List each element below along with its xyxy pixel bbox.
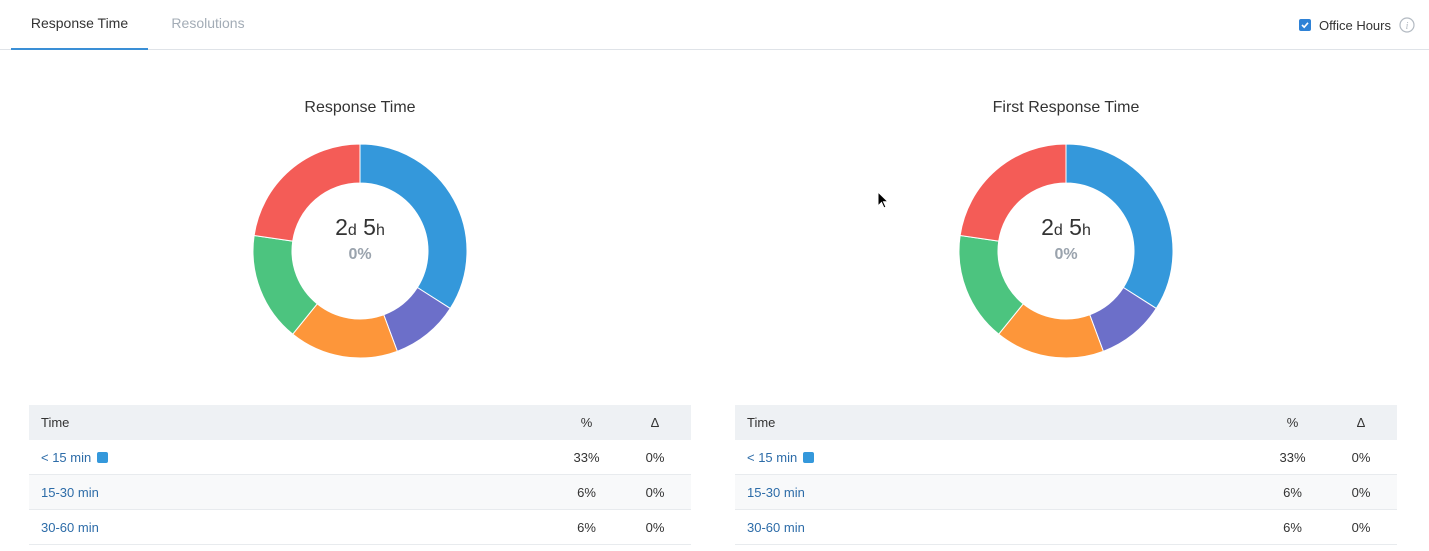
response-time-panel: Response Time 2d 5h 0% Time % Δ < 15 min… [29, 50, 691, 551]
change-percent: 0% [1054, 246, 1078, 263]
average-time-value: 2d 5h [1041, 214, 1091, 240]
donut-slice-0[interactable] [1065, 143, 1174, 310]
percent-cell: 33% [573, 450, 600, 465]
table-row: 15-30 min 6% 0% [735, 475, 1397, 510]
office-hours-toggle[interactable]: Office Hours i [1298, 16, 1415, 34]
delta-cell: 0% [645, 450, 665, 465]
percent-cell: 6% [577, 485, 596, 500]
time-bucket-link[interactable]: 30-60 min [41, 520, 99, 535]
legend-swatch [97, 452, 109, 463]
time-breakdown-table: Time % Δ < 15 min 33% 0% 15-30 min 6% 0%… [735, 405, 1397, 545]
time-bucket-cell: < 15 min [747, 440, 815, 475]
time-bucket-link[interactable]: 15-30 min [747, 485, 805, 500]
average-time-value: 2d 5h [335, 214, 385, 240]
table-header: Time % Δ [29, 405, 691, 440]
chart-title: First Response Time [992, 99, 1140, 116]
time-bucket-cell: 15-30 min [41, 475, 99, 510]
report-tabs-bar: Response Time Resolutions Office Hours i [0, 0, 1429, 50]
header-delta: Δ [650, 415, 660, 430]
time-bucket-cell: < 15 min [41, 440, 109, 475]
table-row: 30-60 min 6% 0% [735, 510, 1397, 545]
donut-center: 2d 5h 0% [998, 213, 1134, 265]
header-percent: % [1286, 415, 1299, 430]
legend-swatch [803, 452, 815, 463]
table-row: < 15 min 33% 0% [735, 440, 1397, 475]
response-time-donut-chart [252, 143, 468, 359]
info-icon[interactable]: i [1399, 17, 1415, 33]
time-bucket-cell: 15-30 min [747, 475, 805, 510]
svg-text:i: i [1406, 21, 1409, 32]
donut-slice-0[interactable] [359, 143, 468, 310]
check-icon [1301, 22, 1309, 29]
office-hours-label: Office Hours [1318, 17, 1391, 33]
header-percent: % [580, 415, 593, 430]
percent-cell: 33% [1279, 450, 1306, 465]
delta-cell: 0% [1351, 485, 1371, 500]
first-response-time-panel: First Response Time 2d 5h 0% Time % Δ < … [735, 50, 1397, 551]
table-row: 15-30 min 6% 0% [29, 475, 691, 510]
percent-cell: 6% [577, 520, 596, 535]
table-header: Time % Δ [735, 405, 1397, 440]
tab-response-time[interactable]: Response Time [11, 0, 148, 50]
time-bucket-cell: 30-60 min [41, 510, 99, 545]
time-bucket-link[interactable]: 30-60 min [747, 520, 805, 535]
office-hours-checkbox[interactable] [1298, 19, 1311, 31]
percent-cell: 6% [1283, 485, 1302, 500]
header-time: Time [41, 415, 70, 430]
first-response-time-donut-chart [958, 143, 1174, 359]
donut-slice-4[interactable] [959, 143, 1067, 242]
header-delta: Δ [1356, 415, 1366, 430]
delta-cell: 0% [645, 485, 665, 500]
delta-cell: 0% [1351, 520, 1371, 535]
change-percent: 0% [348, 246, 372, 263]
header-time: Time [747, 415, 776, 430]
time-bucket-link[interactable]: < 15 min [41, 450, 92, 465]
table-row: < 15 min 33% 0% [29, 440, 691, 475]
donut-slice-4[interactable] [253, 143, 361, 242]
time-breakdown-table: Time % Δ < 15 min 33% 0% 15-30 min 6% 0%… [29, 405, 691, 545]
mouse-cursor-icon [877, 191, 890, 209]
delta-cell: 0% [1351, 450, 1371, 465]
tab-resolutions[interactable]: Resolutions [171, 15, 245, 31]
time-bucket-link[interactable]: < 15 min [747, 450, 798, 465]
chart-title: Response Time [304, 99, 416, 116]
delta-cell: 0% [645, 520, 665, 535]
donut-center: 2d 5h 0% [292, 213, 428, 265]
time-bucket-link[interactable]: 15-30 min [41, 485, 99, 500]
table-row: 30-60 min 6% 0% [29, 510, 691, 545]
time-bucket-cell: 30-60 min [747, 510, 805, 545]
percent-cell: 6% [1283, 520, 1302, 535]
